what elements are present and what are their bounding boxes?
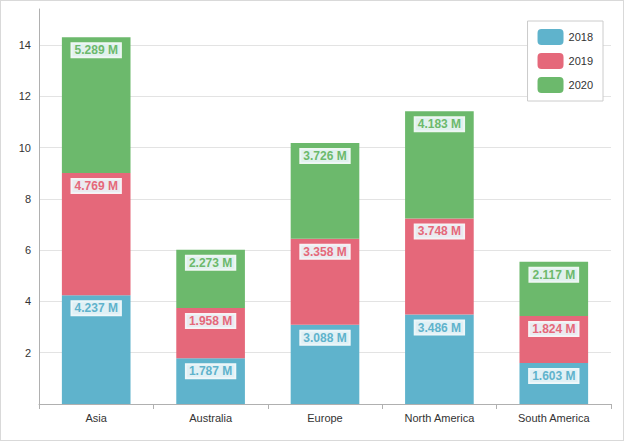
svg-text:1.958 M: 1.958 M <box>189 314 232 328</box>
svg-text:4: 4 <box>25 295 31 307</box>
svg-text:1.824 M: 1.824 M <box>532 322 575 336</box>
svg-text:North America: North America <box>405 412 476 424</box>
svg-text:4.237 M: 4.237 M <box>75 301 118 315</box>
svg-text:12: 12 <box>19 90 31 102</box>
svg-text:1.603 M: 1.603 M <box>532 369 575 383</box>
svg-text:3.486 M: 3.486 M <box>418 321 461 335</box>
svg-text:2: 2 <box>25 347 31 359</box>
svg-text:Europe: Europe <box>307 412 342 424</box>
svg-text:3.726 M: 3.726 M <box>303 149 346 163</box>
svg-text:2019: 2019 <box>569 55 593 67</box>
svg-text:3.748 M: 3.748 M <box>418 224 461 238</box>
svg-text:2.117 M: 2.117 M <box>532 268 575 282</box>
svg-text:3.088 M: 3.088 M <box>303 331 346 345</box>
svg-text:2018: 2018 <box>569 31 593 43</box>
svg-text:6: 6 <box>25 244 31 256</box>
svg-text:4.183 M: 4.183 M <box>418 117 461 131</box>
svg-text:Australia: Australia <box>189 412 233 424</box>
svg-text:2020: 2020 <box>569 79 593 91</box>
svg-text:10: 10 <box>19 142 31 154</box>
svg-text:8: 8 <box>25 193 31 205</box>
svg-text:Asia: Asia <box>85 412 107 424</box>
svg-text:1.787 M: 1.787 M <box>189 364 232 378</box>
svg-text:14: 14 <box>19 39 31 51</box>
svg-text:5.289 M: 5.289 M <box>75 43 118 57</box>
svg-text:3.358 M: 3.358 M <box>303 245 346 259</box>
svg-text:4.769 M: 4.769 M <box>75 179 118 193</box>
svg-text:South America: South America <box>518 412 590 424</box>
svg-text:2.273 M: 2.273 M <box>189 256 232 270</box>
